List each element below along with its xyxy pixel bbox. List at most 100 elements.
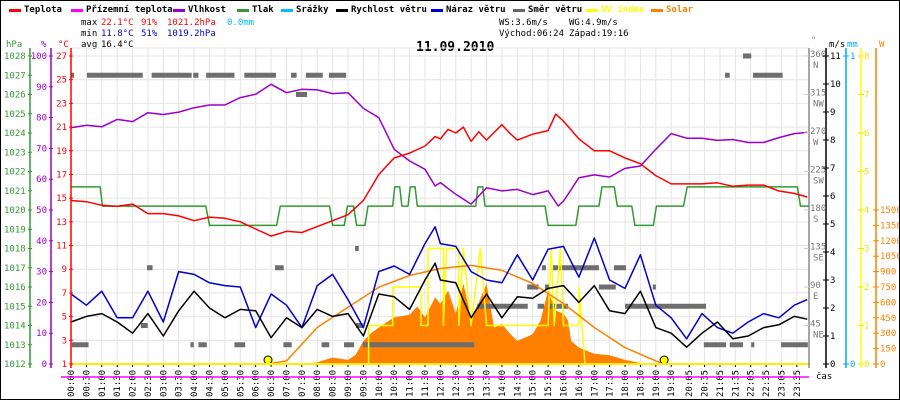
wind-direction-mark [234,342,246,348]
solar-tick-label: 600 [880,298,896,308]
x-tick-label: 16:00 [559,370,569,397]
x-tick-label: 02:30 [144,370,154,397]
legend-swatch [9,9,21,12]
direction-tick-compass: NE [813,331,824,341]
wind-direction-mark [147,265,153,271]
pressure-tick-label: 1025 [4,110,26,120]
wind-direction-mark [598,284,616,290]
wind-direction-mark [296,92,308,97]
sun-icon [659,355,669,365]
x-tick-label: 13:00 [467,370,477,397]
wind-direction-mark [537,303,545,309]
x-tick-label: 19:30 [667,370,677,397]
uv-index-line [71,247,810,365]
legend-label: Rychlost větru [351,5,427,15]
wind-speed-tick-label: 3 [830,276,835,286]
direction-tick-compass: SE [813,254,824,264]
humidity-tick-label: 0 [42,360,47,370]
x-tick-label: 12:30 [452,370,462,397]
temperature-tick-label: 21 [56,123,67,133]
pressure-tick-label: 1021 [4,187,26,197]
temperature-tick-label: 1 [62,360,67,370]
legend-swatch [281,9,293,12]
rain-axis-unit: mm [847,40,858,50]
stats-avg-label: avg [81,40,98,50]
x-tick-label: 14:00 [498,370,508,397]
pressure-tick-label: 1027 [4,71,26,81]
wind-speed-tick-label: 10 [830,80,841,90]
stats-avg-temp: 16.4°C [101,40,134,50]
x-tick-label: 23:05 [778,370,788,397]
wind-direction-mark [541,265,546,271]
humidity-tick-label: 40 [36,237,47,247]
x-tick-label: 01:30 [113,370,123,397]
legend-swatch [513,9,525,12]
x-tick-label: 19:00 [652,370,662,397]
wind-direction-mark [729,342,743,348]
wind-direction-mark [355,246,359,251]
wind-direction-mark [553,265,599,271]
x-tick-label: 22:35 [762,370,772,397]
temperature-tick-label: 25 [56,76,67,86]
x-tick-label: 23:35 [793,370,803,397]
direction-tick-compass: E [813,292,818,302]
humidity-tick-label: 20 [36,298,47,308]
pressure-tick-label: 1017 [4,264,26,274]
wind-direction-mark [206,72,235,78]
direction-tick-degrees: 45 [810,320,821,330]
pressure-tick-label: 1015 [4,302,26,312]
x-tick-label: 09:30 [359,370,369,397]
legend-swatch [71,9,83,12]
x-tick-label: 10:00 [375,370,385,397]
wind-direction-mark [291,72,297,78]
uv-tick-label: 8 [864,52,869,62]
wind-direction-mark [625,303,706,309]
wind-direction-mark [781,342,808,348]
x-tick-label: 20:05 [685,370,695,397]
legend-label: Přízemní teplota [86,5,173,15]
humidity-tick-label: 90 [36,83,47,93]
x-tick-label: 15:30 [544,370,554,397]
x-tick-label: 10:30 [390,370,400,397]
legend-swatch [173,9,185,12]
wind-speed-tick-label: 0 [830,360,835,370]
direction-tick-compass: S [813,215,818,225]
uv-tick-label: 1 [864,322,869,332]
wind-speed-line [70,262,808,348]
legend-label: Směr větru [528,5,583,15]
legend-swatch [237,9,249,12]
pressure-tick-label: 1016 [4,283,26,293]
legend-label: UV index [601,5,645,15]
wind-direction-mark [190,342,194,348]
direction-tick-degrees: 270 [810,127,826,137]
wind-direction-mark [344,342,355,348]
x-tick-label: 22:05 [747,370,757,397]
x-tick-label: 04:30 [206,370,216,397]
pressure-axis-unit: hPa [6,40,22,50]
wind-direction-mark [527,284,539,290]
wind-speed-tick-label: 8 [830,136,835,146]
wind-direction-mark [151,72,192,78]
wind-direction-mark [545,284,550,290]
wind-speed-tick-label: 1 [830,332,835,342]
temperature-axis-unit: °C [58,40,69,50]
legend-swatch [586,9,598,12]
wind-direction-mark [652,284,656,290]
solar-tick-label: 150 [880,345,896,355]
temperature-tick-label: 9 [62,265,67,275]
temperature-tick-label: 17 [56,170,67,180]
solar-tick-label: 900 [880,268,896,278]
rain-tick-label: 1 [850,52,855,62]
wind-speed-tick-label: 7 [830,164,835,174]
stats-max-humidity: 91% [141,18,158,28]
x-tick-label: 05:00 [221,370,231,397]
stats-wind-gust: WG:4.9m/s [569,18,618,28]
wind-speed-tick-label: 9 [830,108,835,118]
temperature-tick-label: 13 [56,218,67,228]
wind-speed-tick-label: 5 [830,220,835,230]
stats-max-label: max [81,18,98,28]
wind-direction-mark [751,342,755,348]
uv-tick-label: 7 [864,91,869,101]
stats-max-temp: 22.1°C [101,18,134,28]
solar-axis-unit: W [879,40,885,50]
